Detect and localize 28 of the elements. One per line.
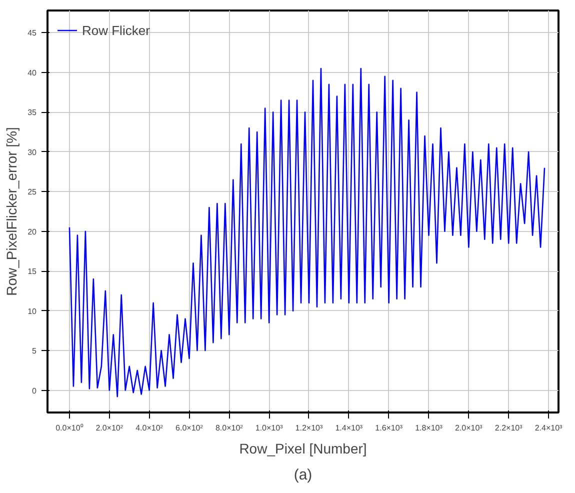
y-tick-label: 35 (28, 108, 38, 118)
x-tick-label: 1.6×10³ (375, 424, 403, 432)
line-series (68, 68, 546, 398)
x-axis-title: Row_Pixel [Number] (239, 440, 367, 456)
x-tick-label: 2.4×10³ (534, 424, 563, 432)
text: (a) (294, 466, 312, 484)
x-tick-label: 4.0×10² (136, 424, 164, 432)
x-tick-label: 2.0×10³ (455, 424, 483, 432)
legend-label: Row Flicker (82, 22, 150, 38)
y-tick-label: 25 (28, 188, 38, 197)
y-tick-label: 20 (28, 227, 38, 236)
x-tick-label: 6.0×10² (176, 424, 204, 432)
x-tick-label: 2.2×10³ (494, 424, 523, 432)
y-tick-label: 15 (28, 267, 38, 276)
x-tick-label: 1.4×10³ (335, 424, 363, 432)
y-tick-label: 0 (32, 386, 38, 396)
y-tick-label: 30 (28, 148, 38, 157)
x-tick-label: 2.0×10² (96, 424, 124, 432)
y-tick-label: 10 (28, 306, 38, 316)
x-tick-label: 0.0×10⁰ (56, 424, 84, 432)
y-tick-label: 40 (28, 68, 38, 78)
y-axis-title: Row_PixelFlicker_error [%] (4, 127, 20, 296)
x-tick-label: 1.2×10³ (295, 424, 323, 432)
x-tick-label: 1.0×10³ (255, 424, 284, 432)
x-tick-label: 8.0×10² (215, 424, 244, 432)
y-tick-label: 45 (28, 28, 38, 38)
y-tick-label: 5 (32, 346, 38, 356)
x-tick-label: 1.8×10³ (415, 424, 443, 432)
